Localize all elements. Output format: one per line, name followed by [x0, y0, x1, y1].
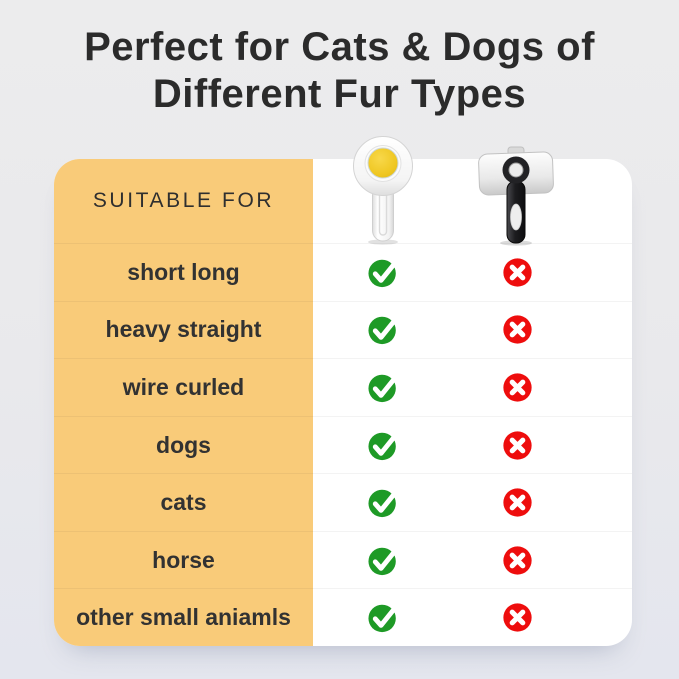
cross-icon: [502, 430, 532, 460]
check-icon: [367, 259, 398, 287]
cell-theirs: [453, 257, 581, 288]
suitable-for-heading: SUITABLE FOR: [92, 189, 275, 212]
table-row: other small aniamls: [54, 588, 632, 646]
cross-icon: [502, 546, 532, 575]
cross-icon: [502, 603, 532, 632]
cell-ours: [313, 487, 453, 518]
cell-ours: [313, 430, 453, 461]
page-title-line1: Perfect for Cats & Dogs of: [84, 25, 595, 69]
check-icon: [367, 547, 398, 575]
comparison-table: SUITABLE FOR short long heavy straight: [54, 136, 632, 646]
table-row: dogs: [54, 415, 632, 474]
cross-icon: [502, 258, 532, 287]
table-row: cats: [54, 473, 632, 531]
cell-theirs: [453, 314, 581, 345]
suitable-for-column: [54, 159, 313, 646]
table-row: wire curled: [54, 358, 632, 416]
check-icon: [367, 374, 398, 403]
cell-ours: [313, 257, 453, 288]
yellow-button-slicker-brush-icon: [353, 136, 413, 245]
comparison-rows: short long heavy straight wire curled: [54, 243, 632, 646]
cell-theirs: [453, 602, 581, 633]
table-header-row: SUITABLE FOR: [54, 159, 632, 243]
black-handle-slicker-brush-icon: [478, 146, 554, 246]
row-label: dogs: [156, 431, 211, 458]
cell-ours: [313, 602, 453, 633]
row-label: wire curled: [122, 373, 245, 400]
table-row: heavy straight: [54, 300, 632, 359]
cross-icon: [502, 315, 532, 344]
cell-theirs: [453, 372, 581, 403]
product-image-yellow-button-brush: [350, 133, 416, 252]
page-title-line2: Different Fur Types: [152, 72, 527, 117]
cell-ours: [313, 314, 453, 345]
row-label: heavy straight: [105, 316, 262, 343]
check-icon: [367, 432, 398, 460]
row-label: horse: [152, 546, 215, 573]
row-label: short long: [127, 258, 240, 285]
check-icon: [367, 316, 398, 345]
row-label: cats: [160, 489, 207, 516]
table-row: short long: [54, 243, 632, 301]
cell-theirs: [453, 487, 581, 518]
check-icon: [367, 489, 398, 518]
row-label: other small aniamls: [76, 604, 291, 631]
cell-theirs: [453, 430, 581, 461]
product-image-black-handle-brush: [470, 141, 562, 252]
table-row: horse: [54, 530, 632, 589]
check-icon: [367, 604, 398, 633]
cross-icon: [502, 488, 532, 517]
cell-ours: [313, 545, 453, 576]
page-title: Perfect for Cats & Dogs of Different Fur…: [0, 24, 679, 118]
cross-icon: [502, 373, 532, 402]
cell-ours: [313, 372, 453, 403]
cell-theirs: [453, 545, 581, 576]
